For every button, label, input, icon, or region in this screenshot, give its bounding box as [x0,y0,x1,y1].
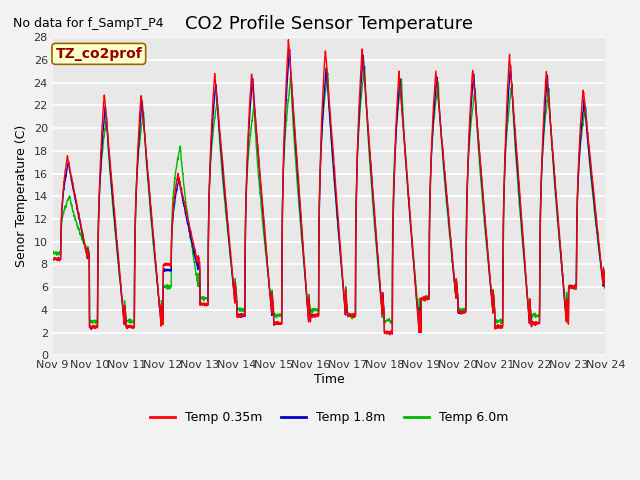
Temp 1.8m [286,47,294,52]
Temp 0.35m [568,283,576,289]
Temp 1.8m [203,301,211,307]
Temp 1.8m [357,80,365,86]
Temp 0.35m [553,201,561,207]
Temp 1.8m [49,255,56,261]
Temp 1.8m [568,285,576,290]
Text: TZ_co2prof: TZ_co2prof [56,47,142,61]
Line: Temp 1.8m: Temp 1.8m [52,49,605,334]
Temp 6.0m [497,321,505,327]
Temp 6.0m [568,285,576,290]
Temp 6.0m [602,284,609,290]
Line: Temp 6.0m: Temp 6.0m [52,67,605,324]
Text: No data for f_SampT_P4: No data for f_SampT_P4 [13,17,163,30]
Temp 0.35m [490,300,498,306]
Line: Temp 0.35m: Temp 0.35m [52,40,605,335]
Temp 0.35m [357,64,365,70]
Temp 0.35m [285,37,292,43]
Temp 1.8m [388,331,396,337]
Temp 0.35m [49,256,56,262]
Temp 6.0m [49,251,56,256]
Temp 6.0m [361,64,369,70]
Temp 1.8m [553,203,561,208]
Temp 6.0m [490,292,497,298]
Temp 6.0m [203,296,211,302]
Temp 6.0m [357,97,365,103]
Temp 0.35m [386,332,394,338]
Temp 0.35m [602,286,609,292]
Temp 1.8m [490,299,498,304]
Legend: Temp 0.35m, Temp 1.8m, Temp 6.0m: Temp 0.35m, Temp 1.8m, Temp 6.0m [145,406,513,429]
Temp 0.35m [203,301,211,307]
Temp 0.35m [345,312,353,318]
X-axis label: Time: Time [314,373,344,386]
Temp 6.0m [553,209,561,215]
Title: CO2 Profile Sensor Temperature: CO2 Profile Sensor Temperature [185,15,473,33]
Temp 6.0m [345,313,353,319]
Temp 1.8m [602,285,609,290]
Temp 1.8m [345,313,353,319]
Y-axis label: Senor Temperature (C): Senor Temperature (C) [15,125,28,267]
